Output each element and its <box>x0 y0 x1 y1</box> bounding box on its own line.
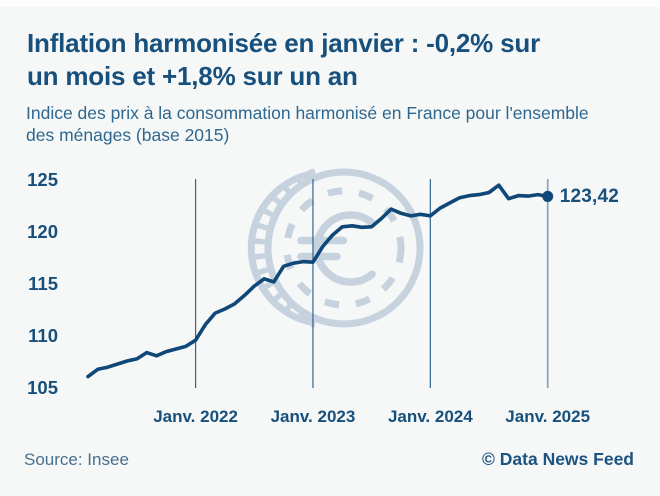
last-value-dot <box>542 190 554 202</box>
page-title-line1: Inflation harmonisée en janvier : -0,2% … <box>27 28 540 58</box>
copyright-credit: © Data News Feed <box>482 449 634 469</box>
x-axis-tick-label: Janv. 2023 <box>270 407 356 426</box>
y-axis-tick-label: 110 <box>28 325 58 346</box>
y-axis-tick-label: 125 <box>27 169 58 190</box>
year-gridlines <box>194 179 549 388</box>
page-title: Inflation harmonisée en janvier : -0,2% … <box>27 27 637 93</box>
source-label: Source: Insee <box>24 450 129 469</box>
y-axis-tick-label: 115 <box>28 273 58 294</box>
last-value-label: 123,42 <box>559 185 620 207</box>
x-axis-tick-label: Janv. 2025 <box>505 407 591 426</box>
top-strip <box>0 0 660 7</box>
page-subtitle: Indice des prix à la consommation harmon… <box>26 102 636 146</box>
y-axis-tick-label: 105 <box>27 377 58 398</box>
x-axis-tick-label: Janv. 2024 <box>387 407 473 426</box>
y-axis-tick-label: 120 <box>27 221 58 242</box>
euro-coin-icon <box>247 168 424 328</box>
page-subtitle-line2: des ménages (base 2015) <box>26 125 230 145</box>
inflation-line-series <box>86 183 550 379</box>
page-subtitle-line1: Indice des prix à la consommation harmon… <box>26 103 589 123</box>
x-axis-tick-label: Janv. 2022 <box>153 407 238 426</box>
page-title-line2: un mois et +1,8% sur un an <box>27 61 358 91</box>
euro-sign-arc <box>313 211 376 286</box>
